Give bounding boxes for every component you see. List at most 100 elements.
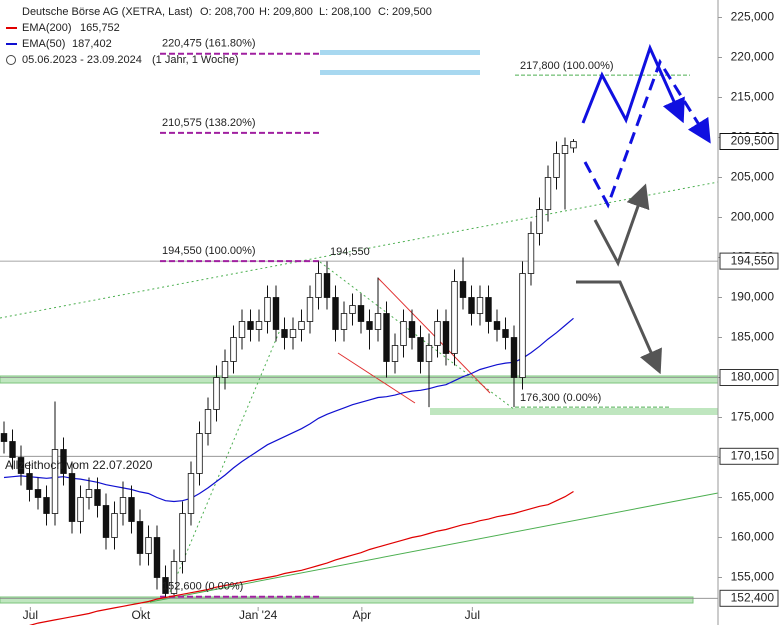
- x-tick-label: Jan '24: [239, 608, 278, 622]
- fib-label: 210,575 (138.20%): [162, 117, 256, 129]
- candle-body: [43, 497, 50, 514]
- candle-body: [408, 321, 416, 338]
- arrow: [581, 43, 685, 124]
- annotation: Allzeithoch vom 22.07.2020: [5, 458, 153, 472]
- candle-body: [196, 433, 203, 474]
- candle-body: [0, 433, 8, 442]
- price-tag: [719, 589, 779, 607]
- trendline: [319, 261, 516, 411]
- candle-body: [544, 177, 552, 210]
- trendline: [169, 329, 281, 593]
- candle-body: [94, 489, 101, 506]
- y-tick-label: 175,000: [731, 410, 775, 424]
- plot-area: [0, 137, 577, 625]
- candle-body: [434, 321, 441, 346]
- arrow: [583, 58, 711, 209]
- candle-body: [60, 449, 67, 474]
- candle-body: [128, 497, 135, 522]
- clock-icon: [6, 55, 16, 65]
- instrument: Deutsche Börse AG (XETRA, Last): [22, 6, 193, 18]
- candle-body: [340, 313, 348, 330]
- candle-body: [315, 273, 322, 298]
- candle-body: [561, 145, 569, 154]
- x-tick-label: Apr: [353, 608, 372, 622]
- candle-body: [34, 489, 42, 498]
- support-zone: [430, 408, 718, 415]
- ohlc: O: 208,700: [200, 6, 254, 18]
- y-tick-label: 185,000: [731, 330, 775, 344]
- legend-value: 187,402: [72, 38, 112, 50]
- target-zone: [320, 50, 480, 55]
- price-tag-label: 170,150: [731, 448, 775, 462]
- scenario-arrows: [576, 43, 711, 375]
- candle-body: [111, 513, 118, 538]
- candle-body: [332, 297, 339, 330]
- candle-body: [9, 441, 16, 458]
- candle-body: [298, 321, 305, 330]
- fib-label: 220,475 (161.80%): [162, 38, 256, 50]
- y-tick-label: 160,000: [731, 530, 775, 544]
- candle-body: [272, 297, 280, 330]
- trendline: [337, 352, 416, 404]
- x-tick-label: Jul: [23, 608, 38, 622]
- price-tag-label: 194,550: [731, 253, 775, 267]
- ohlc: H: 209,800: [259, 6, 313, 18]
- ohlc: L: 208,100: [319, 6, 371, 18]
- candle-body: [527, 233, 535, 274]
- y-tick-label: 220,000: [731, 50, 775, 64]
- date-range: 05.06.2023 - 23.09.2024: [22, 54, 142, 66]
- candle-body: [485, 297, 492, 322]
- y-tick-label: 155,000: [731, 570, 775, 584]
- candle-body: [442, 321, 450, 354]
- candle-body: [247, 321, 254, 330]
- price-tag-label: 152,400: [731, 590, 775, 604]
- candle-body: [400, 321, 407, 346]
- candle-body: [51, 449, 59, 514]
- candle-body: [170, 561, 178, 594]
- target-zone: [320, 70, 480, 75]
- candle-body: [357, 305, 365, 322]
- price-tag-label: 180,000: [731, 370, 775, 384]
- candle-body: [221, 361, 229, 378]
- candle-body: [179, 513, 186, 562]
- candle-body: [476, 297, 484, 314]
- candle-body: [77, 497, 84, 522]
- candle-body: [459, 281, 467, 298]
- candle-body: [119, 497, 127, 514]
- candle-body: [536, 209, 543, 234]
- arrow: [593, 183, 650, 267]
- y-tick-label: 190,000: [731, 290, 775, 304]
- candle-body: [374, 313, 382, 330]
- arrow: [576, 280, 662, 375]
- candle-body: [289, 329, 297, 338]
- candle-body: [85, 489, 93, 498]
- fib-label: 176,300 (0.00%): [520, 392, 601, 404]
- candle-body: [366, 321, 373, 330]
- candle-body: [510, 337, 518, 378]
- support-zone: [0, 375, 719, 384]
- candle-body: [553, 153, 560, 178]
- fib-label: 217,800 (100.00%): [520, 60, 614, 72]
- ema-line: [28, 490, 574, 625]
- trendline: [149, 492, 719, 603]
- candle-body: [468, 297, 475, 314]
- candle-body: [323, 273, 331, 298]
- candle-body: [145, 537, 152, 554]
- price-tag: [719, 369, 779, 386]
- y-tick-label: 215,000: [731, 90, 775, 104]
- candle-body: [187, 473, 195, 514]
- y-tick-label: 205,000: [731, 170, 775, 184]
- period: (1 Jahr, 1 Woche): [152, 54, 239, 66]
- candle-body: [102, 505, 110, 538]
- candle-body: [230, 337, 237, 362]
- candle-body: [502, 329, 509, 338]
- legend: Deutsche Börse AG (XETRA, Last) O: 208,7…: [6, 6, 432, 66]
- x-tick-label: Jul: [465, 608, 480, 622]
- x-tick-label: Okt: [132, 608, 151, 622]
- candle-body: [306, 297, 314, 322]
- candle-body: [417, 337, 424, 362]
- candle-body: [17, 457, 25, 474]
- price-tag: [719, 252, 779, 270]
- price-tag: [719, 447, 779, 465]
